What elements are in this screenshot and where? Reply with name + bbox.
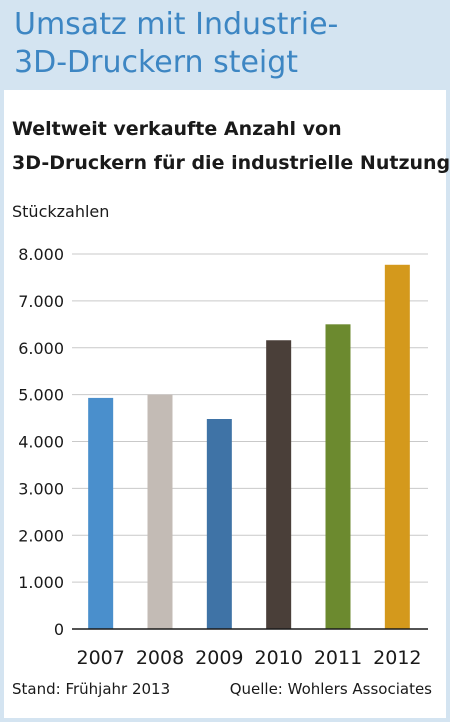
- x-tick-label: 2008: [136, 647, 184, 669]
- x-tick-label: 2011: [314, 647, 362, 669]
- y-tick-label: 1.000: [18, 573, 64, 592]
- headline: Umsatz mit Industrie- 3D-Druckern steigt: [14, 6, 444, 82]
- x-tick-label: 2012: [373, 647, 421, 669]
- y-axis-label: Stückzahlen: [12, 202, 110, 221]
- bar-2007: [88, 397, 114, 629]
- chart-title: Weltweit verkaufte Anzahl von 3D-Drucker…: [12, 112, 450, 180]
- x-tick-label: 2010: [254, 647, 302, 669]
- bar-2012: [384, 264, 410, 629]
- bar-2008: [147, 394, 173, 629]
- y-tick-label: 2.000: [18, 526, 64, 545]
- y-tick-label: 7.000: [18, 292, 64, 311]
- y-tick-label: 0: [54, 620, 64, 639]
- footer-source: Quelle: Wohlers Associates: [229, 680, 432, 698]
- header-band: Umsatz mit Industrie- 3D-Druckern steigt: [0, 0, 450, 90]
- x-tick-label: 2009: [195, 647, 243, 669]
- y-tick-label: 8.000: [18, 245, 64, 264]
- y-tick-label: 5.000: [18, 386, 64, 405]
- headline-line-1: Umsatz mit Industrie-: [14, 7, 339, 42]
- y-tick-label: 6.000: [18, 339, 64, 358]
- footer-stand: Stand: Frühjahr 2013: [12, 680, 171, 698]
- headline-line-2: 3D-Druckern steigt: [14, 45, 299, 80]
- x-tick-label: 2007: [76, 647, 124, 669]
- chart-title-line-1: Weltweit verkaufte Anzahl von: [12, 118, 342, 140]
- bar-2009: [206, 419, 232, 629]
- y-tick-label: 4.000: [18, 433, 64, 452]
- bar-2011: [325, 324, 351, 629]
- chart-title-line-2: 3D-Druckern für die industrielle Nutzung: [12, 152, 450, 174]
- bar-2010: [266, 340, 292, 629]
- y-tick-label: 3.000: [18, 479, 64, 498]
